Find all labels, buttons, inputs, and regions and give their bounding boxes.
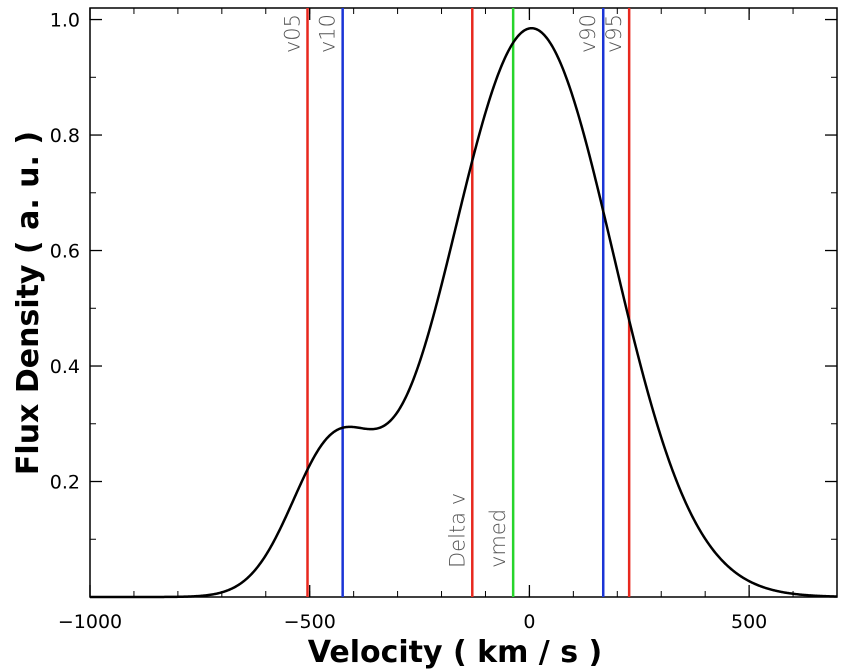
v05-label: v05 [281,14,305,53]
marker-labels: v05 v10 Delta v vmed v90 v95 [281,14,627,568]
x-tick-label: 0 [523,611,535,633]
y-tick-label: 0.2 [50,472,80,494]
plot-frame [89,7,838,598]
x-tick-label: −1000 [58,611,122,633]
y-axis-title: Flux Density ( a. u. ) [11,131,46,475]
y-tick-labels: 0.2 0.4 0.6 0.8 1.0 [50,10,80,494]
profile-curve [90,26,838,599]
x-axis-title: Velocity ( km / s ) [308,635,602,669]
x-tick-labels: −1000 −500 0 500 [58,611,767,633]
marker-lines [306,8,631,597]
x-tick-label: 500 [731,611,767,633]
y-tick-label: 0.4 [50,356,80,378]
x-tick-label: −500 [284,611,336,633]
v95-label: v95 [602,14,626,53]
vmed-label: vmed [486,509,510,568]
y-tick-label: 0.6 [50,241,80,263]
delta-v-label: Delta v [445,493,469,568]
y-tick-label: 1.0 [50,10,80,32]
v10-label: v10 [316,14,340,53]
major-ticks [89,8,837,597]
y-tick-label: 0.8 [50,125,80,147]
v90-label: v90 [576,14,600,53]
